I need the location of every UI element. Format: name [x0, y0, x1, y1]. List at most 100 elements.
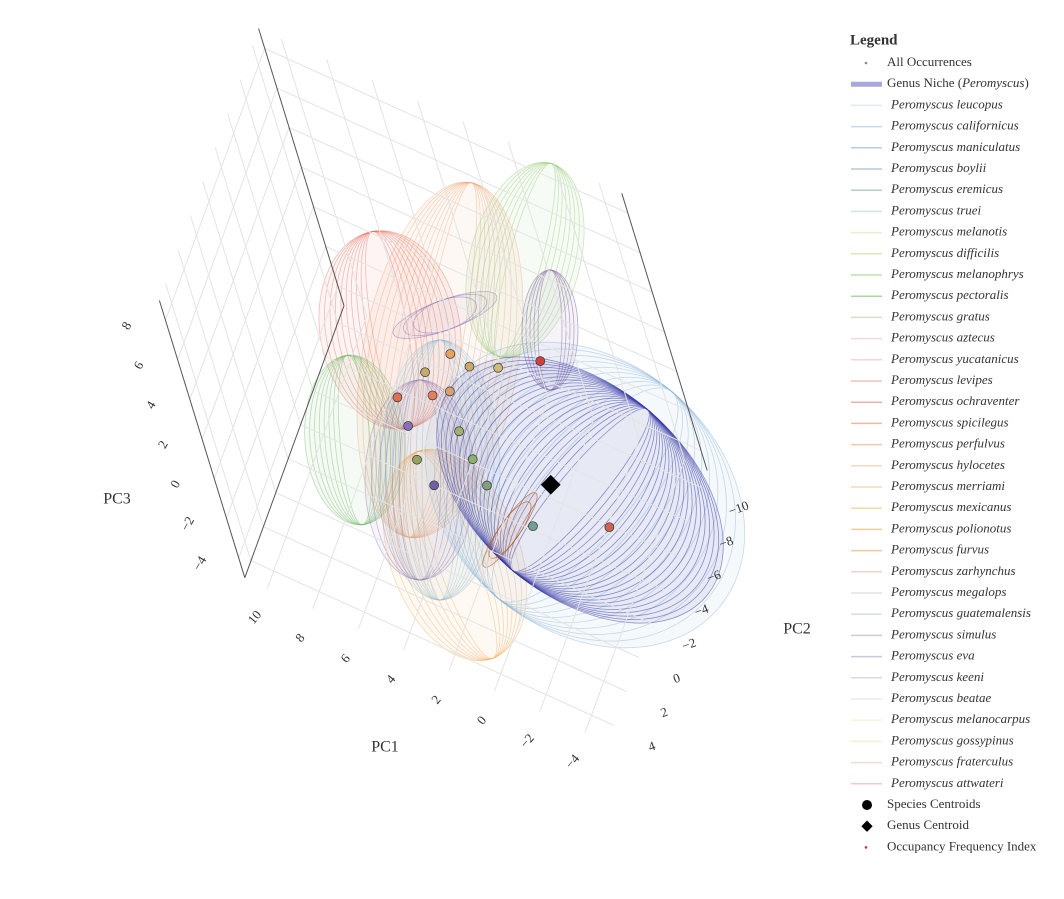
y-tick-label: −8: [717, 533, 735, 552]
niche-ellipse: [421, 339, 459, 601]
y-tick-label: 2: [658, 704, 669, 720]
niche-ellipse: [403, 339, 477, 601]
grid-line: [337, 285, 702, 452]
x-axis-title: PC1: [371, 739, 399, 756]
legend-label: Peromyscus maniculatus: [890, 139, 1020, 154]
niche-ellipse: [398, 379, 442, 581]
legend-label: Peromyscus mexicanus: [890, 499, 1011, 514]
legend-label-part: Peromyscus: [961, 75, 1024, 90]
legend-label: Peromyscus gossypinus: [890, 732, 1014, 747]
legend-label: Peromyscus melanophrys: [890, 266, 1024, 281]
z-tick-label: 4: [142, 398, 158, 412]
legend-label: Peromyscus yucatanicus: [890, 351, 1019, 366]
grid-line: [403, 377, 504, 650]
grid-line: [539, 439, 640, 712]
y-axis-title: PC2: [783, 621, 811, 638]
grid-line: [584, 460, 685, 733]
y-tick-label: −4: [692, 600, 711, 619]
legend-label: Peromyscus guatemalensis: [890, 605, 1031, 620]
legend-label: Peromyscus simulus: [890, 626, 996, 641]
z-tick-label: 8: [118, 319, 134, 332]
species-centroid: [420, 367, 430, 378]
legend-label: Peromyscus aztecus: [890, 330, 995, 345]
mark-layer: [392, 349, 615, 533]
species-centroid: [429, 480, 439, 491]
grid-line: [276, 87, 641, 254]
grid-line: [312, 336, 413, 609]
grid-layer: [158, 28, 708, 733]
genus-centroid: [540, 474, 561, 495]
grid-line: [189, 127, 290, 400]
grid-line: [313, 206, 677, 372]
legend-label: Peromyscus polionotus: [890, 520, 1011, 535]
grid-line: [226, 246, 327, 519]
legend-label: Peromyscus perfulvus: [890, 436, 1005, 451]
x-tick-label: −2: [517, 731, 537, 751]
x-tick-label: 2: [428, 692, 444, 707]
legend-label: Peromyscus melanotis: [890, 224, 1007, 239]
legend-label: Peromyscus fraterculus: [890, 754, 1013, 769]
grid-line: [312, 390, 677, 556]
species-centroid: [427, 390, 438, 401]
legend-label: Peromyscus spicilegus: [890, 414, 1009, 429]
species-centroid: [464, 361, 475, 372]
legend-label: Peromyscus truei: [890, 202, 982, 217]
y-tick-label: 0: [671, 670, 682, 686]
niche-ellipse: [409, 450, 501, 660]
grid-line: [448, 398, 549, 671]
legend-label: Peromyscus gratus: [890, 308, 990, 323]
species-centroid: [412, 454, 422, 465]
grid-line: [238, 285, 339, 559]
grid-line: [250, 560, 615, 726]
x-tick-label: −4: [562, 751, 583, 772]
species-centroid: [528, 521, 538, 532]
legend-label: Peromyscus hylocetes: [890, 457, 1005, 472]
x-tick-label: 8: [292, 630, 308, 645]
grid-line: [263, 526, 627, 692]
legend-label-part: ): [1024, 75, 1028, 90]
species-centroid: [535, 356, 546, 366]
legend-label: Peromyscus levipes: [890, 372, 993, 387]
niche-ellipse: [494, 162, 556, 358]
species-centroid: [454, 426, 464, 437]
z-axis-title: PC3: [103, 491, 131, 508]
z-tick-label: 6: [130, 358, 146, 372]
grid-line: [275, 492, 640, 658]
niche-ellipse: [384, 182, 496, 538]
z-tick-label: −4: [189, 553, 209, 573]
species-centroid: [482, 480, 492, 491]
legend-label: Peromyscus melanocarpus: [890, 711, 1030, 726]
species-centroid: [392, 392, 403, 403]
legend-label: Peromyscus furvus: [890, 542, 989, 557]
z-tick-label: −2: [177, 514, 197, 533]
grid-line: [213, 206, 314, 479]
species-centroid: [445, 386, 455, 397]
legend-label: Peromyscus attwateri: [890, 775, 1004, 790]
legend-label: Peromyscus beatae: [890, 690, 991, 705]
niche-ellipse: [510, 408, 650, 572]
legend-label: Genus Niche (Peromyscus): [887, 75, 1029, 90]
grid-line: [494, 418, 595, 692]
niche-ellipse: [356, 181, 524, 539]
grid-line: [301, 166, 665, 333]
axis-line: [621, 193, 708, 471]
grid-line: [357, 357, 458, 630]
legend-label: Peromyscus merriami: [890, 478, 1005, 493]
niche-ellipse: [402, 182, 478, 538]
niche-ellipse: [491, 387, 679, 603]
legend-label: Peromyscus megalops: [890, 584, 1006, 599]
legend-swatch: [864, 846, 868, 849]
legend-label-part: Genus Niche (: [887, 75, 962, 90]
y-tick-label: −6: [705, 566, 724, 585]
grid-line: [287, 458, 652, 624]
niche-ellipse: [409, 339, 471, 601]
z-tick-label: 0: [167, 477, 183, 490]
legend-label: Peromyscus californicus: [890, 118, 1019, 133]
y-tick-label: 4: [646, 738, 658, 754]
x-tick-label: 10: [244, 607, 264, 627]
niche-layer: [304, 161, 746, 662]
grid-line: [325, 356, 689, 522]
